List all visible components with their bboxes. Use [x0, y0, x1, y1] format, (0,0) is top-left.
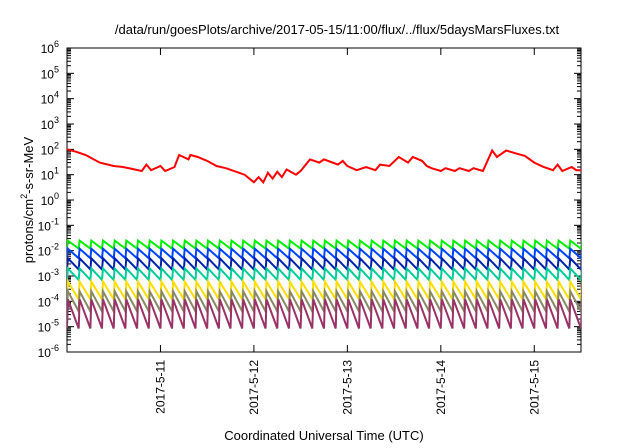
series-line-3: [67, 255, 581, 272]
y-tick-exp: 2: [54, 140, 59, 150]
y-tick-label: 101: [41, 166, 59, 183]
series-layer: [67, 148, 581, 329]
y-tick-exp: 3: [54, 115, 59, 125]
y-tick-label: 10-3: [38, 267, 59, 284]
y-tick-label: 106: [41, 39, 59, 56]
y-tick-base: 10: [38, 346, 52, 360]
x-tick-label: 2017-5-12: [247, 360, 261, 415]
x-axis: 2017-5-11 2017-5-12 2017-5-13 2017-5-14 2017…: [153, 48, 541, 415]
series-line-1: [67, 238, 581, 251]
y-tick-label: 105: [41, 64, 59, 81]
y-tick-base: 10: [41, 118, 55, 132]
y-tick-base: 10: [41, 194, 55, 208]
series-line-6: [67, 287, 581, 316]
series-line-7: [67, 298, 581, 329]
y-tick-label: 103: [41, 115, 59, 132]
y-tick-base: 10: [41, 67, 55, 81]
y-tick-base: 10: [41, 143, 55, 157]
series-line-4: [67, 266, 581, 283]
y-tick-exp: -1: [51, 216, 59, 226]
series-line-5: [67, 278, 581, 303]
y-tick-exp: 0: [54, 191, 59, 201]
x-tick-label: 2017-5-11: [153, 360, 167, 414]
series-line-2: [67, 246, 581, 261]
y-tick-exp: -4: [51, 292, 59, 302]
x-tick-label: 2017-5-15: [527, 360, 541, 415]
y-axis: 10-610-510-410-310-210-11001011021031041…: [38, 39, 581, 360]
y-tick-exp: 1: [54, 166, 59, 176]
y-tick-base: 10: [41, 169, 55, 183]
y-tick-label: 104: [41, 90, 59, 107]
series-line-0: [67, 148, 581, 185]
y-tick-exp: -6: [51, 343, 59, 353]
y-tick-label: 10-5: [38, 318, 59, 335]
y-tick-label: 10-6: [38, 343, 59, 360]
y-tick-exp: 5: [54, 64, 59, 74]
x-axis-label: Coordinated Universal Time (UTC): [224, 428, 423, 443]
y-tick-label: 102: [41, 140, 59, 157]
y-tick-exp: 6: [54, 39, 59, 49]
y-tick-label: 100: [41, 191, 59, 208]
y-tick-exp: -5: [51, 318, 59, 328]
y-tick-exp: -3: [51, 267, 59, 277]
y-axis-label-tail: -s-sr-MeV: [21, 136, 36, 193]
y-tick-base: 10: [38, 321, 52, 335]
x-tick-label: 2017-5-14: [434, 360, 448, 415]
y-tick-label: 10-1: [38, 216, 59, 233]
y-tick-base: 10: [38, 219, 52, 233]
y-axis-label-main: protons/cm: [21, 199, 36, 263]
y-tick-base: 10: [41, 42, 55, 56]
y-tick-base: 10: [38, 295, 52, 309]
y-tick-label: 10-4: [38, 292, 59, 309]
y-tick-base: 10: [38, 245, 52, 259]
y-axis-label-sup: 2: [19, 194, 29, 199]
chart-title: /data/run/goesPlots/archive/2017-05-15/1…: [115, 22, 560, 37]
y-tick-exp: 4: [54, 90, 59, 100]
y-tick-base: 10: [41, 93, 55, 107]
y-axis-label: protons/cm2-s-sr-MeV: [19, 136, 36, 263]
y-tick-base: 10: [38, 270, 52, 284]
y-tick-label: 10-2: [38, 242, 59, 259]
x-tick-label: 2017-5-13: [340, 360, 354, 415]
y-tick-exp: -2: [51, 242, 59, 252]
